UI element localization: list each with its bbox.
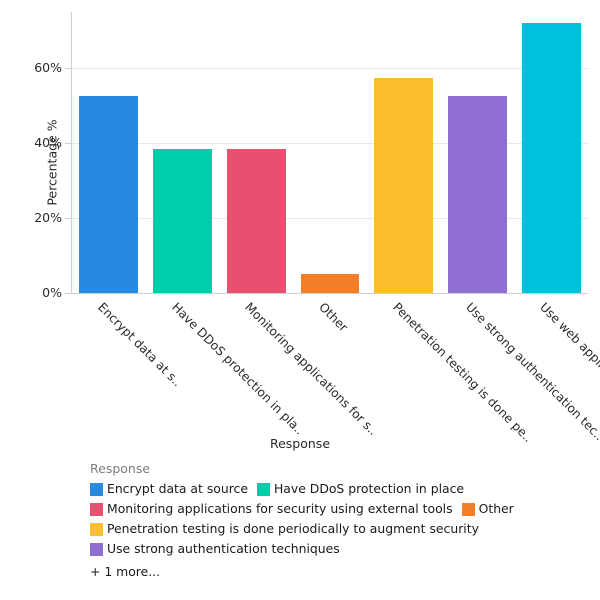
legend-row: Penetration testing is done periodically… — [90, 521, 560, 538]
x-axis-title: Response — [269, 436, 331, 451]
bar[interactable] — [521, 23, 581, 293]
legend-swatch — [90, 482, 103, 496]
legend-item[interactable]: Encrypt data at source — [90, 482, 248, 496]
legend-item[interactable]: Other — [461, 501, 514, 517]
y-tick-label: 20% — [34, 209, 62, 225]
x-tick-label: Penetration testing is done pe.. — [389, 300, 535, 446]
bar[interactable] — [226, 148, 286, 293]
x-tick-label: Encrypt data at s.. — [94, 300, 185, 390]
legend-item[interactable]: Monitoring applications for security usi… — [90, 502, 453, 516]
y-axis-line — [71, 12, 72, 294]
bar[interactable] — [300, 274, 360, 293]
legend-row: Monitoring applications for security usi… — [90, 501, 560, 518]
legend-label: Monitoring applications for security usi… — [107, 501, 453, 517]
y-tick-label: 40% — [34, 134, 62, 150]
legend-label: Penetration testing is done periodically… — [107, 521, 479, 537]
gridline — [72, 68, 588, 70]
x-axis-line — [72, 293, 588, 294]
legend: Response Encrypt data at source Have DDoS… — [90, 462, 560, 579]
gridline — [72, 218, 588, 220]
legend-label: Use strong authentication techniques — [107, 541, 340, 557]
legend-label: Have DDoS protection in place — [273, 481, 465, 497]
bar[interactable] — [447, 95, 507, 293]
y-tick-mark — [65, 68, 71, 70]
legend-swatch — [90, 522, 103, 536]
legend-swatch — [90, 542, 103, 556]
plot-area — [72, 12, 588, 293]
gridline — [72, 143, 588, 145]
bar[interactable] — [79, 96, 139, 293]
legend-swatch — [461, 502, 475, 516]
x-tick-label: Use strong authentication tec.. — [463, 300, 600, 444]
legend-label: Encrypt data at source — [107, 481, 248, 497]
x-tick-label: Monitoring applications for s.. — [242, 300, 381, 439]
y-tick-mark — [65, 293, 71, 294]
legend-item[interactable]: Penetration testing is done periodically… — [90, 522, 479, 536]
legend-row: Use strong authentication techniques — [90, 541, 560, 558]
legend-item[interactable]: Use strong authentication techniques — [90, 542, 340, 556]
legend-swatch — [256, 482, 270, 496]
legend-item[interactable]: Have DDoS protection in place — [256, 481, 465, 497]
legend-row: Encrypt data at source Have DDoS protecti… — [90, 481, 560, 498]
legend-swatch — [90, 502, 103, 516]
y-tick-mark — [65, 143, 71, 145]
bar[interactable] — [153, 148, 213, 293]
legend-title: Response — [90, 461, 151, 476]
x-tick-label: Other — [316, 300, 351, 335]
y-axis-ticks: 0% 20% 40% 60% — [0, 0, 62, 600]
y-tick-label: 60% — [34, 59, 62, 75]
bar[interactable] — [374, 77, 434, 293]
legend-label: Other — [478, 501, 514, 517]
y-tick-label: 0% — [42, 284, 62, 300]
legend-rows: Encrypt data at source Have DDoS protecti… — [90, 481, 560, 558]
legend-more-label[interactable]: + 1 more... — [90, 563, 161, 579]
y-tick-mark — [65, 218, 71, 220]
x-tick-label: Have DDoS protection in pla.. — [168, 300, 307, 438]
